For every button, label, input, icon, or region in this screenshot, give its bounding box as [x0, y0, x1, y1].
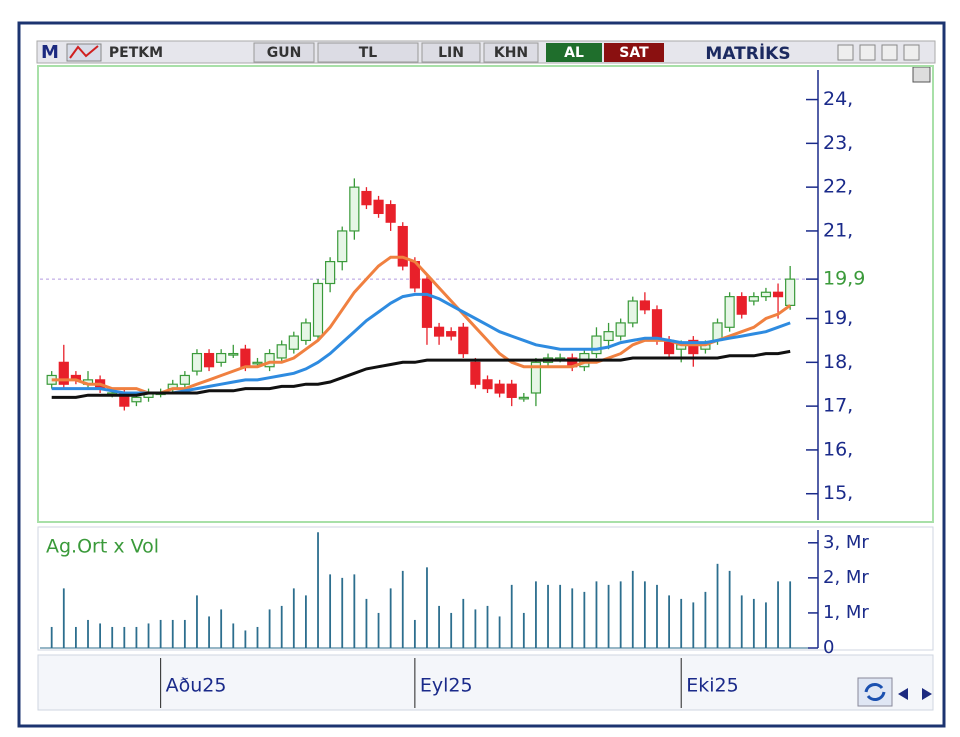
candle-body [603, 331, 614, 342]
button[interactable] [253, 42, 315, 63]
candle-body [724, 296, 735, 328]
candle-body [760, 291, 772, 298]
candle-body [506, 383, 517, 398]
window-button[interactable] [859, 44, 876, 61]
candle-body [361, 190, 372, 206]
candle-body [397, 225, 408, 267]
y-tick-label: 15, [823, 482, 853, 504]
candle-body [337, 230, 348, 263]
buy-button-bg[interactable] [546, 43, 602, 62]
candle-body [772, 291, 784, 298]
candle-body [179, 374, 190, 385]
window-button[interactable] [903, 44, 920, 61]
candle-body [530, 361, 542, 394]
candle-body [373, 199, 384, 215]
candle-body [228, 352, 239, 356]
candle-body [216, 352, 227, 363]
refresh-icon [864, 683, 886, 701]
candle-body [288, 335, 299, 350]
candle-body [446, 331, 457, 337]
button[interactable] [421, 42, 481, 63]
y-tick-label: 16, [823, 438, 853, 460]
y-tick-label: 19, [823, 307, 853, 329]
logo: M [41, 42, 59, 63]
volume-panel [37, 526, 934, 651]
candle-body [203, 352, 215, 368]
brand: MATRİKS [705, 42, 790, 64]
candle-body [312, 282, 324, 337]
candle-body [615, 322, 626, 337]
period-button[interactable]: GUN [267, 45, 302, 61]
symbol[interactable]: PETKM [109, 45, 163, 61]
y-tick-label: 24, [823, 88, 853, 110]
symbol-icon-line [69, 45, 99, 59]
x-tick-label: Eki25 [686, 675, 738, 697]
candle-body [651, 309, 663, 342]
y-tick-label: 18, [823, 351, 853, 373]
scroll-right[interactable] [922, 688, 932, 700]
y-tick-label: 21, [823, 219, 853, 241]
candle-body [300, 322, 312, 342]
candle-body [518, 396, 529, 400]
panel-button[interactable] [912, 66, 931, 83]
candle-body [688, 339, 699, 355]
last-price-label: 19,9 [823, 268, 865, 290]
candle-body [736, 296, 747, 315]
indicator-title: Ag.Ort x Vol [46, 536, 159, 558]
volume-tick-label: 0 [823, 637, 834, 658]
sell-button[interactable]: SAT [619, 45, 649, 61]
candle-body [785, 278, 796, 306]
mode-button[interactable]: KHN [494, 45, 528, 61]
candle-body [627, 300, 638, 324]
candle-body [458, 326, 469, 355]
candle-body [276, 344, 287, 359]
window-frame [17, 21, 946, 728]
candle-body [58, 361, 69, 385]
volume-tick-label: 3, Mr [823, 532, 869, 553]
candle-body [433, 326, 445, 337]
candle-body [470, 361, 481, 385]
candle-body [591, 335, 602, 355]
currency-button[interactable]: TL [359, 45, 378, 61]
candle-body [421, 278, 433, 328]
volume-tick-label: 2, Mr [823, 567, 869, 588]
candle-body [494, 383, 505, 394]
volume-tick-label: 1, Mr [823, 602, 869, 623]
candle-body [385, 204, 396, 223]
x-tick-label: Aðu25 [166, 675, 227, 697]
y-tick-label: 23, [823, 132, 853, 154]
candle-body [325, 261, 336, 285]
y-tick-label: 22, [823, 176, 853, 198]
candle-body [240, 348, 251, 368]
scale-button[interactable]: LIN [438, 45, 464, 61]
sell-button-bg[interactable] [604, 43, 664, 62]
candle-body [349, 186, 360, 232]
y-tick-label: 17, [823, 395, 853, 417]
refresh-button[interactable] [857, 677, 893, 707]
candle-body [639, 300, 650, 311]
candle-body [252, 361, 263, 365]
date-strip [37, 654, 934, 711]
button[interactable] [483, 42, 539, 63]
button[interactable] [317, 42, 419, 63]
window-button[interactable] [837, 44, 854, 61]
x-tick-label: Eyl25 [420, 675, 473, 697]
candle-body [264, 352, 275, 368]
price-panel [37, 65, 934, 523]
candle-body [748, 296, 759, 302]
candle-body [191, 352, 203, 372]
candle-body [482, 379, 493, 390]
buy-button[interactable]: AL [564, 45, 584, 61]
scroll-left[interactable] [898, 688, 908, 700]
window-button[interactable] [881, 44, 898, 61]
moving-average [51, 349, 791, 399]
candle-body [131, 396, 142, 403]
